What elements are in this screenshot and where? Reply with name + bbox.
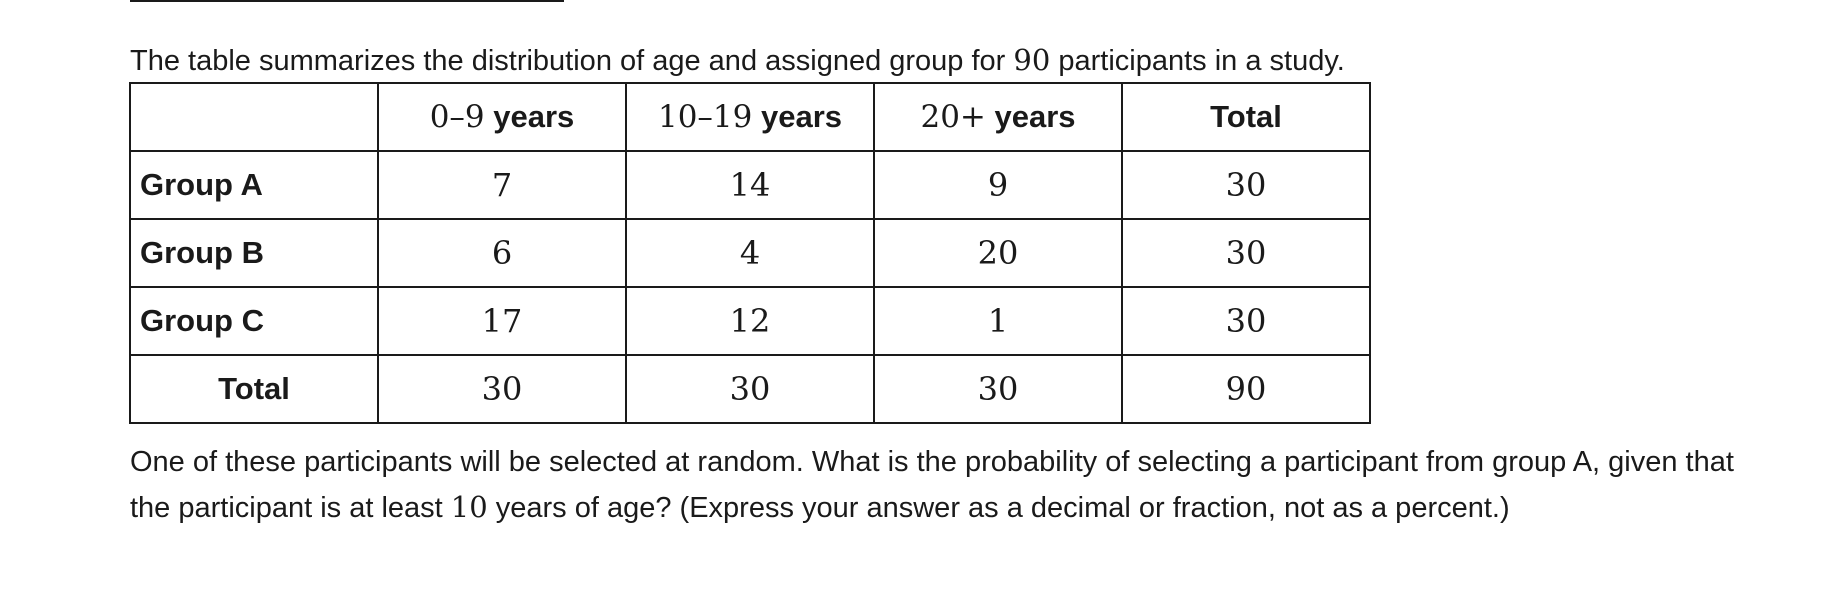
table-cell: 7 xyxy=(377,150,627,220)
table-cell: 30 xyxy=(1121,218,1371,288)
table-cell: 30 xyxy=(1121,150,1371,220)
intro-count: 90 xyxy=(1013,43,1051,77)
table-cell: 90 xyxy=(1121,354,1371,424)
table-row-total: Total 30 30 30 90 xyxy=(129,354,1371,424)
table-row: Group A 7 14 9 30 xyxy=(129,150,1371,220)
table-cell: 6 xyxy=(377,218,627,288)
row-label-total: Total xyxy=(129,354,379,424)
table-cell: 30 xyxy=(873,354,1123,424)
table-cell: 14 xyxy=(625,150,875,220)
header-age-20-plus: 20+ years xyxy=(873,82,1123,152)
row-label-group-a: Group A xyxy=(129,150,379,220)
intro-before: The table summarizes the distribution of… xyxy=(130,45,1014,77)
table-cell: 1 xyxy=(873,286,1123,356)
table-cell: 20 xyxy=(873,218,1123,288)
question-after: years of age? (Express your answer as a … xyxy=(487,492,1510,524)
header-corner xyxy=(129,82,379,152)
table-row: Group B 6 4 20 30 xyxy=(129,218,1371,288)
header-total: Total xyxy=(1121,82,1371,152)
question-age: 10 xyxy=(450,490,488,524)
row-label-group-b: Group B xyxy=(129,218,379,288)
top-divider xyxy=(130,0,564,2)
header-age-0-9: 0–9 years xyxy=(377,82,627,152)
table-cell: 9 xyxy=(873,150,1123,220)
distribution-table: 0–9 years 10–19 years 20+ years Total Gr… xyxy=(129,82,1371,424)
table-cell: 30 xyxy=(1121,286,1371,356)
header-age-10-19: 10–19 years xyxy=(625,82,875,152)
question-text: One of these participants will be select… xyxy=(130,440,1750,531)
table-cell: 30 xyxy=(377,354,627,424)
question-before: One of these participants will be select… xyxy=(130,446,1734,524)
table-header-row: 0–9 years 10–19 years 20+ years Total xyxy=(129,82,1371,152)
table-cell: 12 xyxy=(625,286,875,356)
table-cell: 4 xyxy=(625,218,875,288)
table-row: Group C 17 12 1 30 xyxy=(129,286,1371,356)
intro-text: The table summarizes the distribution of… xyxy=(130,40,1345,81)
table-cell: 30 xyxy=(625,354,875,424)
table-cell: 17 xyxy=(377,286,627,356)
intro-after: participants in a study. xyxy=(1050,45,1345,77)
row-label-group-c: Group C xyxy=(129,286,379,356)
